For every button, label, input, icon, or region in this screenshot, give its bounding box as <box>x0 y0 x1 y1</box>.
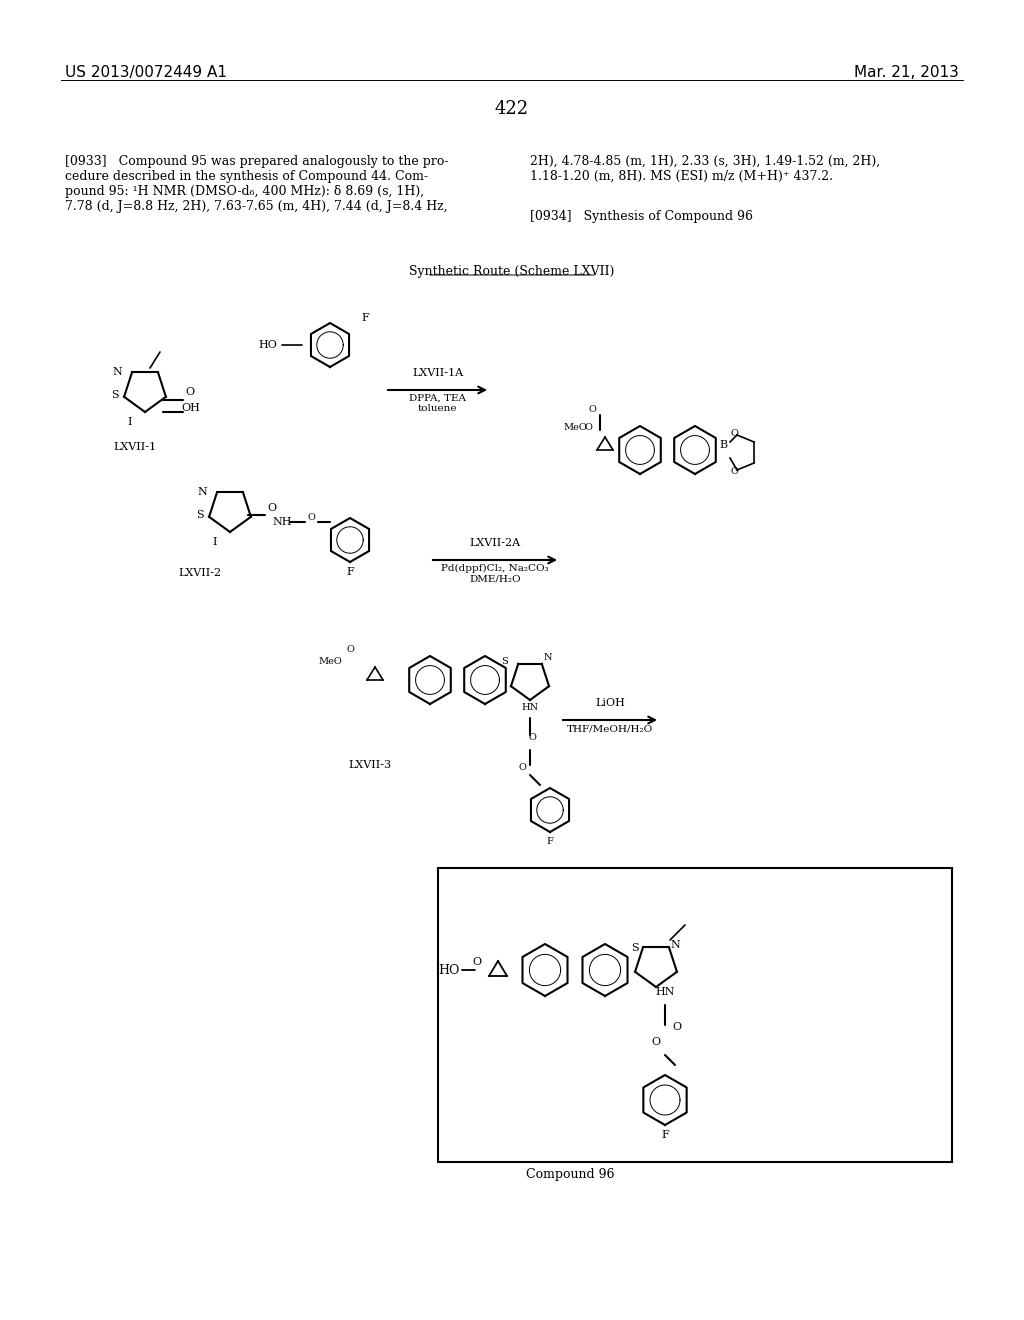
Text: HN: HN <box>655 987 675 997</box>
Text: HN: HN <box>521 704 539 713</box>
Text: B: B <box>719 440 727 450</box>
Text: F: F <box>547 837 553 846</box>
Text: [0933]   Compound 95 was prepared analogously to the pro-
cedure described in th: [0933] Compound 95 was prepared analogou… <box>65 154 449 213</box>
Text: I: I <box>128 417 132 426</box>
FancyBboxPatch shape <box>438 869 952 1162</box>
Text: Pd(dppf)Cl₂, Na₂CO₃
DME/H₂O: Pd(dppf)Cl₂, Na₂CO₃ DME/H₂O <box>441 564 549 583</box>
Text: S: S <box>112 389 119 400</box>
Text: O: O <box>267 503 276 513</box>
Text: O: O <box>584 424 592 433</box>
Text: LXVII-2A: LXVII-2A <box>469 539 520 548</box>
Text: N: N <box>198 487 207 498</box>
Text: F: F <box>346 568 354 577</box>
Text: THF/MeOH/H₂O: THF/MeOH/H₂O <box>567 723 653 733</box>
Text: O: O <box>730 467 738 477</box>
Text: N: N <box>670 940 680 950</box>
Text: [0934]   Synthesis of Compound 96: [0934] Synthesis of Compound 96 <box>530 210 753 223</box>
Text: S: S <box>502 657 508 667</box>
Text: NH: NH <box>272 517 292 527</box>
Text: HO: HO <box>259 341 278 350</box>
Text: Compound 96: Compound 96 <box>525 1168 614 1181</box>
Text: S: S <box>197 510 204 520</box>
Text: LXVII-2: LXVII-2 <box>178 568 221 578</box>
Text: HO: HO <box>438 964 460 977</box>
Text: 422: 422 <box>495 100 529 117</box>
Text: Mar. 21, 2013: Mar. 21, 2013 <box>854 65 959 81</box>
Text: MeO: MeO <box>563 424 587 433</box>
Text: F: F <box>662 1130 669 1140</box>
Text: DPPA, TEA
toluene: DPPA, TEA toluene <box>409 393 466 413</box>
Text: LXVII-3: LXVII-3 <box>348 760 391 770</box>
Text: N: N <box>112 367 122 378</box>
Text: O: O <box>528 733 536 742</box>
Text: S: S <box>631 942 639 953</box>
Text: US 2013/0072449 A1: US 2013/0072449 A1 <box>65 65 227 81</box>
Text: O: O <box>651 1038 660 1047</box>
Text: LiOH: LiOH <box>595 698 625 708</box>
Text: O: O <box>472 957 481 968</box>
Text: O: O <box>730 429 738 437</box>
Text: O: O <box>518 763 526 771</box>
Text: O: O <box>588 405 596 414</box>
Text: LXVII-1A: LXVII-1A <box>412 368 463 378</box>
Text: LXVII-1: LXVII-1 <box>114 442 157 451</box>
Text: Synthetic Route (Scheme LXVII): Synthetic Route (Scheme LXVII) <box>410 265 614 279</box>
Text: O: O <box>307 513 314 523</box>
Text: O: O <box>346 645 354 655</box>
Text: 2H), 4.78-4.85 (m, 1H), 2.33 (s, 3H), 1.49-1.52 (m, 2H),
1.18-1.20 (m, 8H). MS (: 2H), 4.78-4.85 (m, 1H), 2.33 (s, 3H), 1.… <box>530 154 880 183</box>
Text: OH: OH <box>181 403 200 413</box>
Text: O: O <box>672 1022 681 1032</box>
Text: MeO: MeO <box>318 657 342 667</box>
Text: N: N <box>544 653 552 663</box>
Text: I: I <box>213 537 217 546</box>
Text: F: F <box>361 313 369 323</box>
Text: O: O <box>185 387 195 397</box>
